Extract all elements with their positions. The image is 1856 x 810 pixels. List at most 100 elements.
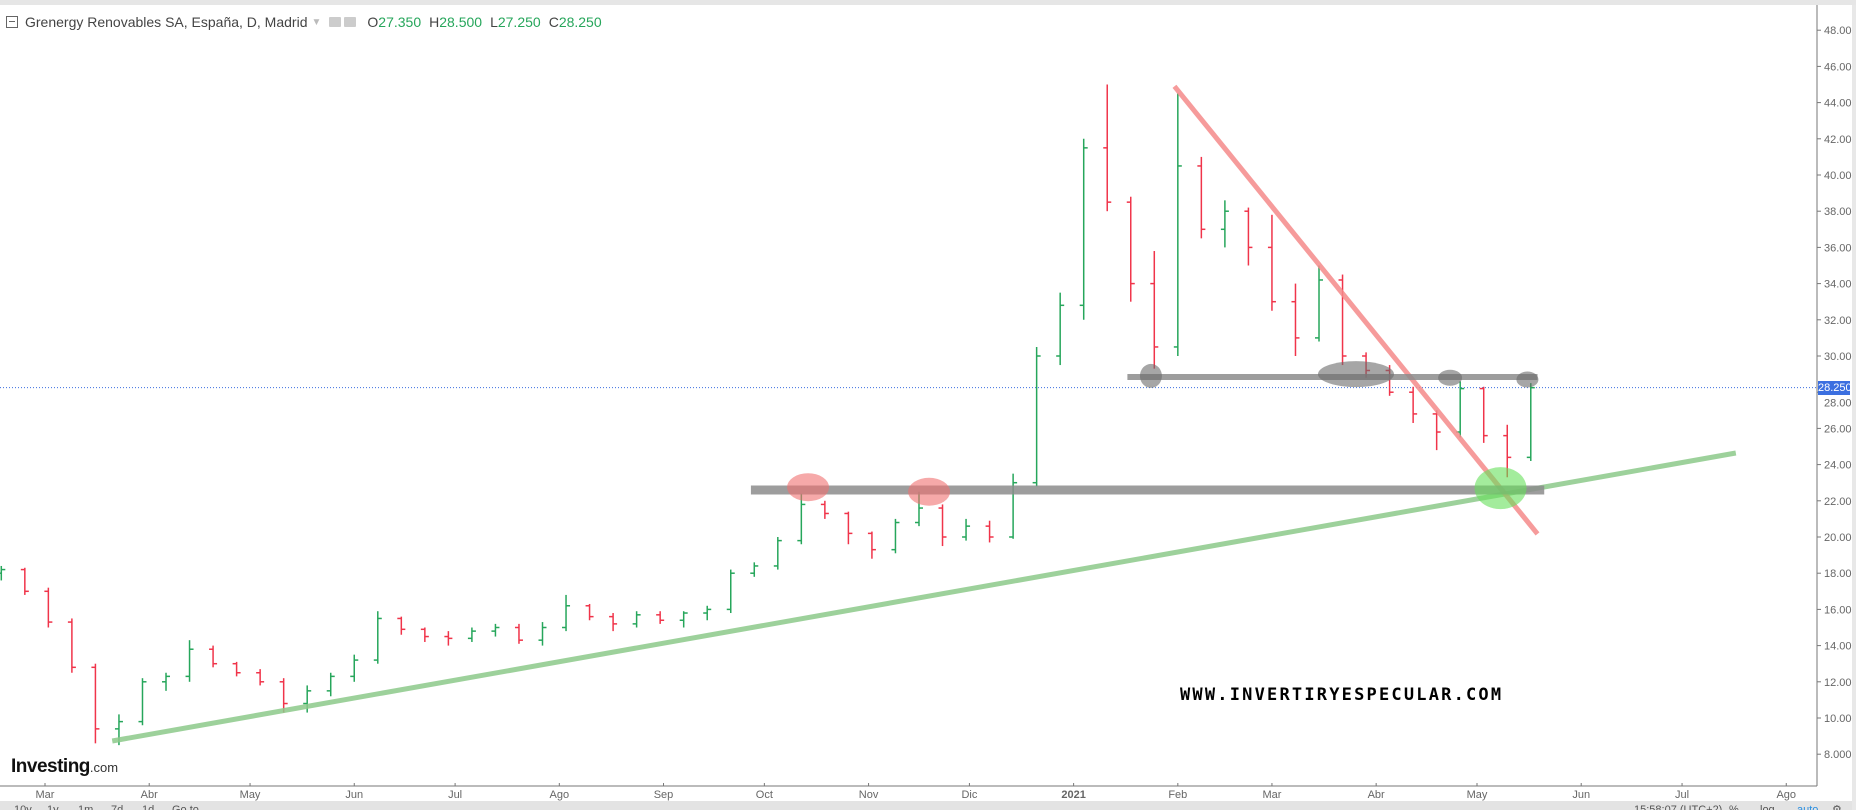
- ohlc-bar: [1079, 138, 1088, 320]
- x-tick-label: Ago: [1776, 789, 1796, 801]
- ohlc-bar: [91, 663, 100, 744]
- ohlc-bar: [1432, 410, 1441, 451]
- auto-toggle[interactable]: auto: [1797, 804, 1819, 810]
- range-1y[interactable]: 1y: [47, 804, 59, 810]
- ohlc-bar: [44, 587, 53, 628]
- x-tick-label: 2021: [1061, 789, 1085, 801]
- chart-legend: Grenergy Renovables SA, España, D, Madri…: [6, 12, 602, 32]
- x-tick-label: Abr: [1368, 789, 1385, 801]
- ohlc-bar: [985, 520, 994, 543]
- ohlc-bar: [773, 537, 782, 570]
- x-tick-label: May: [1467, 789, 1488, 801]
- gray-highlight: [1139, 363, 1162, 388]
- ohlc-bar: [679, 611, 688, 628]
- bottom-toolbar: 10y 1y 1m 7d 1d Go to 15:58:07 (UTC+2) %…: [0, 801, 1852, 810]
- y-tick-label: 20.000: [1824, 532, 1856, 544]
- ohlc-bar: [67, 618, 76, 673]
- ohlc-bar: [162, 672, 171, 691]
- settings-icon[interactable]: [344, 17, 357, 27]
- y-tick-label: 30.000: [1824, 351, 1856, 363]
- low-label: L: [490, 14, 498, 30]
- go-to-button[interactable]: Go to: [172, 804, 199, 810]
- ohlc-bar: [1173, 93, 1182, 356]
- gray-highlight: [1516, 371, 1539, 388]
- range-7d[interactable]: 7d: [111, 804, 124, 810]
- chevron-down-icon[interactable]: ▼: [311, 16, 322, 28]
- x-tick-label: Dic: [961, 789, 977, 801]
- ohlc-bar: [750, 562, 759, 577]
- ohlc-bar: [1244, 207, 1253, 266]
- ohlc-bar: [703, 605, 712, 621]
- x-tick-label: Mar: [36, 789, 55, 801]
- ohlc-bar: [256, 669, 265, 686]
- ohlc-bar: [867, 531, 876, 559]
- range-1m[interactable]: 1m: [78, 804, 94, 810]
- y-tick-label: 28.000: [1824, 398, 1856, 410]
- ohlc-bar: [1526, 383, 1535, 461]
- ohlc-bar: [820, 500, 829, 519]
- ohlc-bar: [1479, 386, 1488, 443]
- ohlc-bar: [656, 611, 665, 624]
- eye-icon[interactable]: [329, 17, 342, 27]
- close-value: 28.250: [558, 14, 602, 30]
- ohlc-bar: [1267, 214, 1276, 311]
- y-tick-label: 48.000: [1824, 25, 1856, 37]
- y-tick-label: 32.000: [1824, 315, 1856, 327]
- x-tick-label: Abr: [141, 789, 158, 801]
- range-1d[interactable]: 1d: [142, 804, 155, 810]
- ohlc-bar: [326, 672, 335, 697]
- ohlc-bar: [938, 504, 947, 547]
- percent-toggle[interactable]: %: [1729, 804, 1739, 810]
- collapse-icon[interactable]: [6, 16, 18, 28]
- y-tick-label: 42.000: [1824, 134, 1856, 146]
- investing-logo: Investing.com: [11, 756, 119, 777]
- y-tick-label: 36.000: [1824, 242, 1856, 254]
- ohlc-bar: [1315, 265, 1324, 342]
- red-highlight: [787, 473, 830, 502]
- ohlc-bar: [20, 567, 29, 595]
- ohlc-bar: [844, 511, 853, 545]
- ohlc-bar: [891, 518, 900, 554]
- scrollbar[interactable]: [1852, 5, 1856, 810]
- y-tick-label: 18.000: [1824, 568, 1856, 580]
- last-price-tag: 28.250: [1818, 381, 1852, 395]
- gray-highlight: [1317, 361, 1394, 388]
- y-tick-label: 44.000: [1824, 98, 1856, 110]
- ohlc-bar: [797, 493, 806, 545]
- ohlc-bar: [1009, 473, 1018, 539]
- y-tick-label: 8.000: [1824, 749, 1852, 761]
- ohlc-bar: [491, 623, 500, 637]
- ohlc-bar: [1056, 292, 1065, 366]
- ohlc-bar: [397, 616, 406, 635]
- support-trendline: [111, 450, 1737, 744]
- x-tick-label: May: [240, 789, 261, 801]
- y-tick-label: 24.000: [1824, 460, 1856, 472]
- y-tick-label: 14.000: [1824, 641, 1856, 653]
- y-tick-label: 22.000: [1824, 496, 1856, 508]
- ohlc-bar: [1220, 200, 1229, 248]
- watermark: WWW.INVERTIRYESPECULAR.COM: [1180, 685, 1504, 705]
- ohlc-bar: [1409, 386, 1418, 423]
- gear-icon[interactable]: ⚙: [1832, 804, 1842, 810]
- ohlc-bar: [514, 623, 523, 644]
- ohlc-bar: [232, 661, 241, 677]
- ohlc-bar: [1032, 346, 1041, 487]
- ohlc-bar: [1291, 283, 1300, 356]
- ohlc-bar: [726, 569, 735, 614]
- ohlc-bar: [632, 611, 641, 628]
- green-highlight: [1474, 467, 1527, 510]
- ohlc-bar: [962, 518, 971, 541]
- x-tick-label: Feb: [1168, 789, 1187, 801]
- ohlc-bar: [609, 613, 618, 632]
- y-tick-label: 16.000: [1824, 604, 1856, 616]
- high-value: 28.500: [439, 14, 483, 30]
- y-tick-label: 38.000: [1824, 206, 1856, 218]
- ohlc-bar: [585, 603, 594, 621]
- ohlc-bar: [209, 645, 218, 668]
- open-value: 27.350: [378, 14, 422, 30]
- resistance-trendline: [1172, 84, 1540, 536]
- log-toggle[interactable]: log: [1760, 804, 1775, 810]
- range-10y[interactable]: 10y: [14, 804, 32, 810]
- ohlc-bar: [1150, 251, 1159, 369]
